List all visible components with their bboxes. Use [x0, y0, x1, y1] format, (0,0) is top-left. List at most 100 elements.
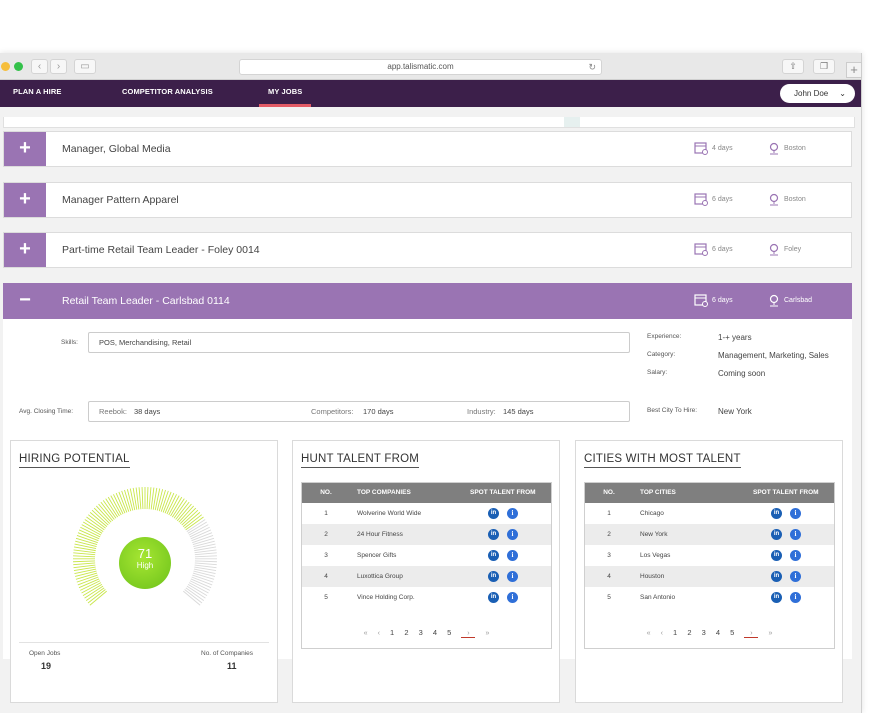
gauge-tick: [193, 540, 215, 548]
page-5[interactable]: 5: [730, 628, 735, 637]
gauge-tick: [75, 572, 98, 580]
hunt-talent-card: HUNT TALENT FROM NO. TOP COMPANIES SPOT …: [292, 440, 560, 703]
page-1[interactable]: 1: [673, 628, 678, 637]
page-5[interactable]: 5: [447, 628, 452, 637]
address-bar[interactable]: app.talismatic.com ↻: [239, 59, 602, 75]
gauge-tick: [73, 566, 96, 572]
linkedin-icon[interactable]: in: [771, 508, 782, 519]
linkedin-icon[interactable]: in: [488, 571, 499, 582]
next-page-button[interactable]: ›: [744, 630, 759, 638]
pagination: « ‹ 1 2 3 4 5 › »: [302, 628, 551, 638]
info-icon[interactable]: i: [507, 529, 518, 540]
info-icon[interactable]: i: [507, 592, 518, 603]
info-icon[interactable]: i: [790, 592, 801, 603]
gauge-tick: [189, 526, 210, 538]
gauge-tick: [74, 568, 97, 574]
last-page-button[interactable]: »: [768, 630, 773, 637]
job-title: Manager, Global Media: [62, 143, 171, 155]
gauge-tick: [192, 537, 215, 546]
last-page-button[interactable]: »: [485, 630, 490, 637]
gauge-tick: [80, 526, 101, 538]
user-menu-button[interactable]: John Doe ⌄: [780, 84, 855, 103]
gauge-tick: [138, 487, 142, 510]
gauge-tick: [121, 490, 130, 512]
expand-icon[interactable]: +: [4, 132, 46, 166]
page-2[interactable]: 2: [687, 628, 692, 637]
companies-table: NO. TOP COMPANIES SPOT TALENT FROM 1 Wolv…: [301, 482, 552, 649]
gauge-tick: [105, 498, 119, 518]
gauge-tick: [192, 574, 214, 583]
gauge-tick: [194, 562, 217, 566]
page-3[interactable]: 3: [701, 628, 706, 637]
gauge-tick: [194, 546, 217, 552]
info-icon[interactable]: i: [790, 571, 801, 582]
nav-plan-a-hire[interactable]: PLAN A HIRE: [13, 87, 62, 96]
zoom-icon[interactable]: [14, 62, 23, 71]
gauge-tick: [185, 516, 204, 531]
skills-field[interactable]: POS, Merchandising, Retail: [88, 332, 630, 353]
nav-my-jobs[interactable]: MY JOBS: [259, 80, 312, 107]
gauge-tick: [154, 488, 161, 511]
info-icon[interactable]: i: [790, 550, 801, 561]
sidebar-icon[interactable]: ▭: [74, 59, 96, 74]
gauge-tick: [73, 549, 96, 554]
back-icon[interactable]: ‹: [31, 59, 48, 74]
linkedin-icon[interactable]: in: [771, 592, 782, 603]
linkedin-icon[interactable]: in: [488, 529, 499, 540]
gauge-tick: [107, 496, 120, 517]
job-days: 6 days: [694, 183, 733, 217]
page-4[interactable]: 4: [432, 628, 438, 637]
info-icon[interactable]: i: [790, 508, 801, 519]
linkedin-icon[interactable]: in: [771, 571, 782, 582]
gauge-tick: [166, 494, 177, 515]
gauge-tick: [79, 580, 101, 591]
gauge-tick: [73, 562, 96, 566]
linkedin-icon[interactable]: in: [771, 550, 782, 561]
chevron-down-icon: ⌄: [839, 89, 846, 98]
salary-value: Coming soon: [718, 369, 766, 378]
minimize-icon[interactable]: [1, 62, 10, 71]
next-page-button[interactable]: ›: [461, 630, 476, 638]
page-2[interactable]: 2: [404, 628, 409, 637]
linkedin-icon[interactable]: in: [488, 508, 499, 519]
forward-icon[interactable]: ›: [50, 59, 67, 74]
page-1[interactable]: 1: [390, 628, 395, 637]
closing-time-field: Reebok: 38 days Competitors: 170 days In…: [88, 401, 630, 422]
prev-page-button[interactable]: ‹: [660, 630, 663, 637]
gauge-tick: [89, 512, 108, 527]
gauge-tick: [146, 487, 149, 510]
page-4[interactable]: 4: [715, 628, 721, 637]
prev-page-button[interactable]: ‹: [377, 630, 380, 637]
collapse-icon[interactable]: −: [4, 284, 46, 318]
job-location: Boston: [768, 132, 806, 166]
info-icon[interactable]: i: [790, 529, 801, 540]
reload-icon[interactable]: ↻: [588, 62, 596, 72]
first-page-button[interactable]: «: [646, 630, 651, 637]
job-row[interactable]: + Manager, Global Media 4 days Boston: [3, 131, 852, 167]
gauge-tick: [87, 589, 106, 604]
job-row[interactable]: + Part-time Retail Team Leader - Foley 0…: [3, 232, 852, 268]
hiring-potential-title: HIRING POTENTIAL: [19, 453, 130, 468]
first-page-button[interactable]: «: [363, 630, 368, 637]
info-icon[interactable]: i: [507, 571, 518, 582]
table-row: 2 New York in i: [585, 524, 834, 545]
nav-competitor-analysis[interactable]: COMPETITOR ANALYSIS: [122, 87, 213, 96]
linkedin-icon[interactable]: in: [771, 529, 782, 540]
expand-icon[interactable]: +: [4, 233, 46, 267]
new-tab-button[interactable]: +: [846, 62, 862, 78]
job-row-expanded[interactable]: − Retail Team Leader - Carlsbad 0114 6 d…: [3, 283, 852, 319]
cities-table: NO. TOP CITIES SPOT TALENT FROM 1 Chicago…: [584, 482, 835, 649]
linkedin-icon[interactable]: in: [488, 592, 499, 603]
tabs-icon[interactable]: ❐: [813, 59, 835, 74]
share-icon[interactable]: ⇧: [782, 59, 804, 74]
companies-value: 11: [227, 661, 237, 671]
page-3[interactable]: 3: [418, 628, 423, 637]
gauge-tick: [76, 535, 98, 544]
expand-icon[interactable]: +: [4, 183, 46, 217]
info-icon[interactable]: i: [507, 550, 518, 561]
linkedin-icon[interactable]: in: [488, 550, 499, 561]
gauge-tick: [115, 492, 126, 514]
gauge-tick: [182, 512, 201, 527]
job-row[interactable]: + Manager Pattern Apparel 6 days Boston: [3, 182, 852, 218]
info-icon[interactable]: i: [507, 508, 518, 519]
